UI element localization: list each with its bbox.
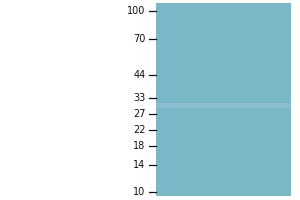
Text: 22: 22 — [133, 125, 146, 135]
Bar — [156, 3, 291, 196]
Text: 18: 18 — [133, 141, 145, 151]
Text: 27: 27 — [133, 109, 146, 119]
Text: 44: 44 — [133, 70, 145, 80]
Text: 100: 100 — [127, 6, 146, 16]
Text: 33: 33 — [133, 93, 145, 103]
Text: 10: 10 — [133, 187, 145, 197]
Text: 14: 14 — [133, 160, 145, 170]
Text: 70: 70 — [133, 34, 145, 44]
Bar — [156, 103, 291, 108]
